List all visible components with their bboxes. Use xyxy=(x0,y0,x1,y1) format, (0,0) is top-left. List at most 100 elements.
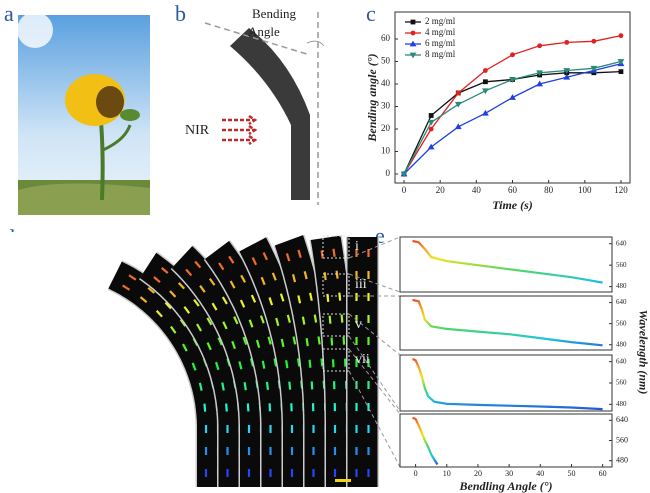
fiber-dash xyxy=(198,382,203,391)
fiber-dash xyxy=(155,310,163,318)
x-tick-label: 20 xyxy=(474,469,482,478)
fiber-dash xyxy=(225,403,228,412)
data-line xyxy=(412,416,439,466)
fiber-dash xyxy=(182,343,188,352)
fiber-dash xyxy=(297,295,302,304)
fiber-dash xyxy=(262,252,268,261)
fiber xyxy=(139,252,249,487)
fiber-dash xyxy=(291,274,297,283)
fiber-dash xyxy=(177,282,186,290)
fiber-dash xyxy=(185,268,193,277)
fiber-dash xyxy=(251,257,258,266)
x-tick-label: 0 xyxy=(402,185,407,195)
fiber-dash xyxy=(323,272,327,281)
fiber-dash xyxy=(313,314,318,323)
fiber-dash xyxy=(332,248,336,257)
x-tick-label: 60 xyxy=(508,185,518,195)
fiber-dash xyxy=(128,274,137,281)
fiber-dash xyxy=(297,249,302,258)
fiber-dash xyxy=(309,292,313,301)
fiber-dash xyxy=(275,317,280,327)
legend-label: 4 mg/ml xyxy=(425,27,456,37)
legend-marker xyxy=(409,40,417,47)
fiber xyxy=(204,241,292,487)
data-point xyxy=(482,68,488,73)
region-label: vii xyxy=(355,352,370,367)
x-tick-label: 50 xyxy=(567,469,575,478)
data-point xyxy=(536,80,544,87)
y-tick-label: 40 xyxy=(381,78,391,88)
fiber-dash xyxy=(229,280,236,289)
fiber-dash xyxy=(122,284,131,291)
panel-label: c xyxy=(366,1,376,26)
fiber-dash xyxy=(228,255,235,264)
fiber-dash xyxy=(260,276,266,286)
fiber-dash xyxy=(203,403,207,412)
x-axis-label: Time (s) xyxy=(492,198,533,212)
stimulus-label: NIR xyxy=(185,123,210,138)
fiber xyxy=(274,235,335,487)
fiber-dash xyxy=(342,336,346,345)
fiber-dash xyxy=(248,319,254,328)
fiber-dash xyxy=(326,293,330,302)
y-tick-label: 560 xyxy=(616,261,627,269)
fiber-dash xyxy=(268,297,274,306)
panel-label: e xyxy=(375,223,385,248)
y-tick-label: 480 xyxy=(616,456,628,465)
fiber-dash xyxy=(242,336,248,346)
data-point xyxy=(481,88,489,95)
data-point xyxy=(454,123,462,130)
fiber-dash xyxy=(330,337,334,346)
fiber-dash xyxy=(310,381,314,390)
y-tick-label: 480 xyxy=(616,340,627,348)
fiber-dash xyxy=(218,262,225,271)
y-tick-label: 60 xyxy=(381,33,391,43)
fiber-dash xyxy=(214,361,220,371)
data-point xyxy=(428,113,434,118)
plot-frame xyxy=(399,295,613,351)
fiber-dash xyxy=(239,299,246,308)
fiber-dash xyxy=(280,338,285,348)
fiber-dash xyxy=(161,267,169,274)
y-tick-label: 50 xyxy=(381,56,391,66)
data-point xyxy=(509,94,516,100)
legend-marker xyxy=(410,19,416,25)
fiber xyxy=(108,261,227,487)
fiber-dash xyxy=(320,358,324,367)
fiber-photo xyxy=(0,232,379,488)
data-point xyxy=(618,69,624,75)
fiber-dash xyxy=(246,403,250,412)
y-tick-label: 560 xyxy=(616,435,628,444)
fiber-dash xyxy=(196,323,202,332)
data-point xyxy=(563,68,571,74)
fiber-dash xyxy=(221,296,228,305)
x-tick-label: 80 xyxy=(544,185,554,195)
plot-frame xyxy=(399,354,613,412)
fiber-dash xyxy=(335,270,339,279)
fiber-dash xyxy=(320,250,324,259)
data-point xyxy=(510,52,515,58)
x-tick-label: 40 xyxy=(472,185,482,195)
connectors xyxy=(348,236,401,468)
data-line xyxy=(412,298,603,347)
y-tick-label: 480 xyxy=(616,400,627,408)
data-point xyxy=(455,90,461,96)
angle-label: Angle xyxy=(248,24,280,39)
fiber-dash xyxy=(206,317,213,326)
data-point xyxy=(537,43,543,49)
fiber-dash xyxy=(265,381,270,391)
fiber-dash xyxy=(271,272,277,281)
fiber xyxy=(310,235,356,487)
fiber-dash xyxy=(183,306,191,314)
fiber-dash xyxy=(238,361,243,370)
region-label: v xyxy=(355,317,362,332)
fiber-dash xyxy=(292,336,297,345)
data-point xyxy=(427,143,435,150)
y-tick-label: 560 xyxy=(616,379,627,387)
fiber xyxy=(171,246,270,487)
x-tick-label: 120 xyxy=(614,185,628,195)
fiber-dash xyxy=(328,315,332,324)
fiber-dash xyxy=(303,271,308,280)
data-point xyxy=(617,59,625,65)
zoom-boxes xyxy=(322,235,350,372)
